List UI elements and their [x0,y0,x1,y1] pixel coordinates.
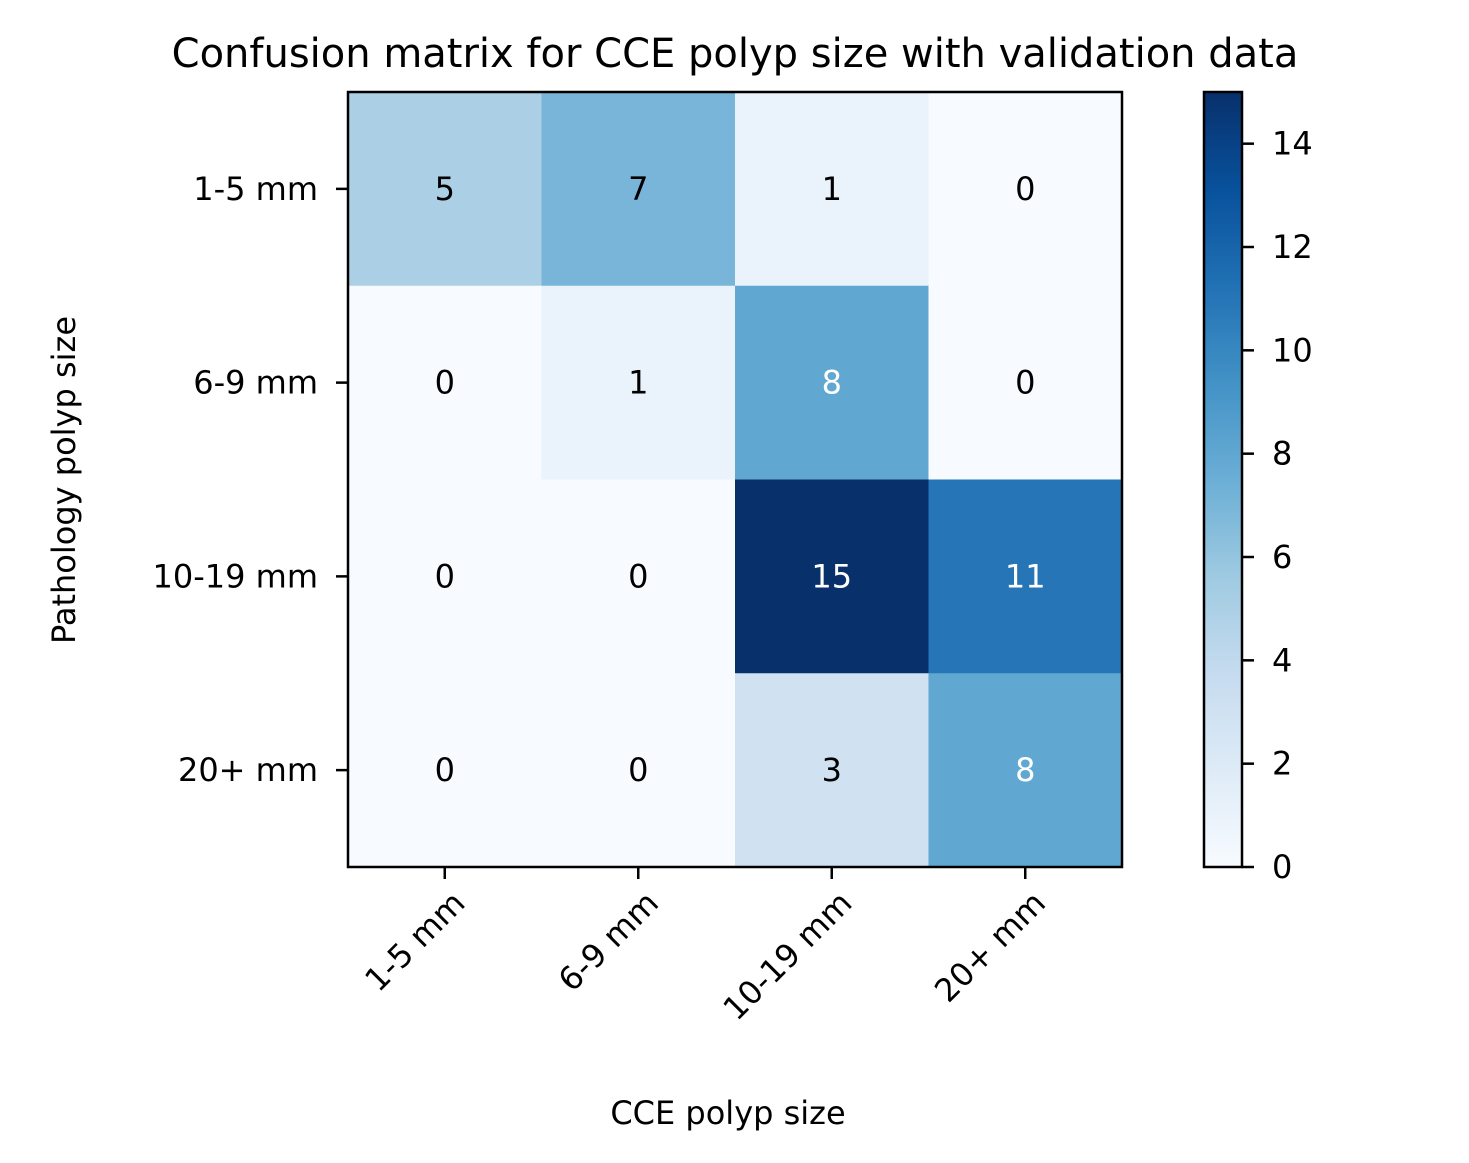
colorbar-tick-label: 0 [1272,848,1292,886]
colorbar-tick-label: 12 [1272,228,1313,266]
heatmap-cell [928,285,1123,480]
heatmap-cell [735,673,929,868]
cell-value-label: 0 [628,751,648,789]
colorbar-frame [1202,90,1244,869]
heatmap-cell [735,285,929,480]
cell-value-label: 0 [1015,364,1035,402]
x-tick-label: 20+ mm [927,884,1053,1010]
heatmap-cell [541,92,736,287]
cell-value-label: 1 [628,364,648,402]
cell-value-label: 7 [628,170,648,208]
heatmap-cell [541,479,736,674]
x-axis-label: CCE polyp size [610,1094,845,1132]
colorbar [1204,92,1242,867]
colorbar-tick-label: 4 [1272,641,1292,679]
x-tick-label: 10-19 mm [716,884,860,1028]
cell-value-label: 15 [811,557,852,595]
colorbar-tick-label: 10 [1272,331,1313,369]
cell-value-label: 1 [822,170,842,208]
y-axis-label: Pathology polyp size [45,316,83,644]
x-axis-ticks: 1-5 mm 6-9 mm 10-19 mm 20+ mm [357,867,1053,1028]
heatmap-cell [348,285,542,480]
cell-value-label: 0 [1015,170,1035,208]
y-tick-label: 6-9 mm [193,364,318,402]
y-axis-ticks: 1-5 mm 6-9 mm 10-19 mm 20+ mm [153,170,348,789]
heatmap-cell [735,92,929,287]
cell-value-label: 11 [1005,557,1046,595]
heatmap-cell [541,673,736,868]
cell-value-label: 0 [435,751,455,789]
cell-value-label: 3 [822,751,842,789]
heatmap-cell [928,479,1123,674]
y-tick-label: 20+ mm [178,751,318,789]
colorbar-tick-label: 2 [1272,745,1292,783]
x-tick-label: 1-5 mm [357,884,472,999]
colorbar-ticks: 0 2 4 6 8 10 12 14 [1242,125,1313,886]
cell-value-labels: 5 7 1 0 0 1 8 0 0 0 15 11 0 0 3 8 [435,170,1046,789]
heatmap-cell [348,673,542,868]
x-tick-label: 6-9 mm [551,884,666,999]
heatmap-cell [541,285,736,480]
colorbar-tick-label: 6 [1272,538,1292,576]
heatmap-cell [348,92,542,287]
cell-value-label: 5 [435,170,455,208]
heatmap-cell [928,92,1123,287]
colorbar-tick-label: 14 [1272,125,1313,163]
cell-value-label: 0 [435,364,455,402]
heatmap-cell [735,479,929,674]
cell-value-label: 8 [822,364,842,402]
cell-value-label: 8 [1015,751,1035,789]
heatmap-cells [348,92,1123,868]
y-tick-label: 1-5 mm [193,170,318,208]
heatmap-cell [348,479,542,674]
chart-title: Confusion matrix for CCE polyp size with… [172,31,1299,77]
plot-frame [346,90,1124,869]
cell-value-label: 0 [435,557,455,595]
heatmap-cell [928,673,1123,868]
colorbar-tick-label: 8 [1272,435,1292,473]
cell-value-label: 0 [628,557,648,595]
y-tick-label: 10-19 mm [153,557,319,595]
